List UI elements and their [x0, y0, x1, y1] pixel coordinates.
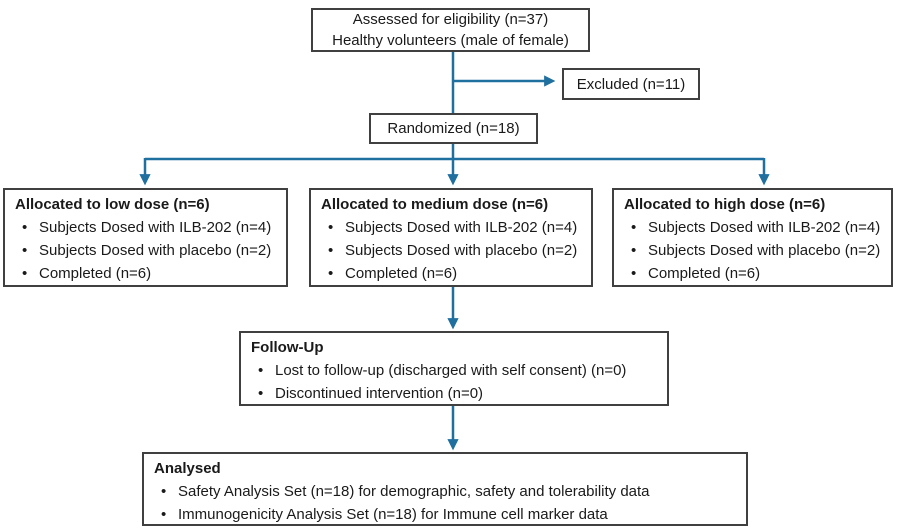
low-dose-box: Allocated to low dose (n=6) Subjects Dos… — [3, 188, 288, 287]
high-dose-title: Allocated to high dose (n=6) — [624, 196, 826, 213]
bullet-item: Discontinued intervention (n=0) — [251, 382, 659, 405]
randomized-box: Randomized (n=18) — [369, 113, 538, 144]
follow-up-title: Follow-Up — [251, 339, 324, 356]
analysed-box: Analysed Safety Analysis Set (n=18) for … — [142, 452, 748, 526]
high-dose-list: Subjects Dosed with ILB-202 (n=4) Subjec… — [624, 216, 883, 285]
bullet-item: Completed (n=6) — [321, 262, 583, 285]
follow-up-box: Follow-Up Lost to follow-up (discharged … — [239, 331, 669, 406]
eligibility-box: Assessed for eligibility (n=37) Healthy … — [311, 8, 590, 52]
bullet-item: Completed (n=6) — [624, 262, 883, 285]
low-dose-title: Allocated to low dose (n=6) — [15, 196, 210, 213]
medium-dose-list: Subjects Dosed with ILB-202 (n=4) Subjec… — [321, 216, 583, 285]
bullet-item: Subjects Dosed with placebo (n=2) — [15, 239, 278, 262]
bullet-item: Subjects Dosed with ILB-202 (n=4) — [624, 216, 883, 239]
excluded-box: Excluded (n=11) — [562, 68, 700, 100]
medium-dose-box: Allocated to medium dose (n=6) Subjects … — [309, 188, 593, 287]
excluded-label: Excluded (n=11) — [576, 75, 686, 93]
bullet-item: Subjects Dosed with ILB-202 (n=4) — [321, 216, 583, 239]
bullet-item: Immunogenicity Analysis Set (n=18) for I… — [154, 503, 738, 526]
bullet-item: Completed (n=6) — [15, 262, 278, 285]
eligibility-line2: Healthy volunteers (male of female) — [332, 32, 569, 49]
high-dose-box: Allocated to high dose (n=6) Subjects Do… — [612, 188, 893, 287]
bullet-item: Subjects Dosed with placebo (n=2) — [321, 239, 583, 262]
randomized-label: Randomized (n=18) — [387, 120, 520, 137]
follow-up-list: Lost to follow-up (discharged with self … — [251, 359, 659, 405]
bullet-item: Subjects Dosed with placebo (n=2) — [624, 239, 883, 262]
eligibility-line1: Assessed for eligibility (n=37) — [352, 11, 549, 28]
medium-dose-title: Allocated to medium dose (n=6) — [321, 196, 549, 213]
analysed-title: Analysed — [154, 460, 221, 477]
bullet-item: Safety Analysis Set (n=18) for demograph… — [154, 480, 738, 503]
low-dose-list: Subjects Dosed with ILB-202 (n=4) Subjec… — [15, 216, 278, 285]
bullet-item: Lost to follow-up (discharged with self … — [251, 359, 659, 382]
bullet-item: Subjects Dosed with ILB-202 (n=4) — [15, 216, 278, 239]
analysed-list: Safety Analysis Set (n=18) for demograph… — [154, 480, 738, 526]
